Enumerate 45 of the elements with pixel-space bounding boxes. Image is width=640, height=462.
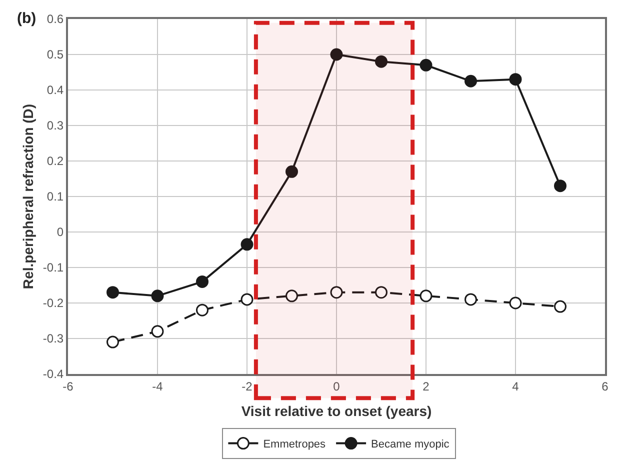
point <box>196 275 208 288</box>
point <box>240 238 254 251</box>
point <box>509 296 522 310</box>
x-tick-label: 2 <box>422 379 430 394</box>
point <box>375 55 388 68</box>
y-axis-title: Rel.peripheral refraction (D) <box>20 104 36 290</box>
point <box>509 73 522 86</box>
point <box>151 290 164 302</box>
y-tick-label: 0.3 <box>46 118 64 133</box>
y-tick-label: 0 <box>56 225 64 240</box>
point <box>554 300 566 313</box>
point <box>375 286 388 299</box>
point <box>240 293 254 306</box>
point <box>286 165 298 178</box>
x-tick-label: 0 <box>333 379 340 394</box>
y-tick-label: -0.4 <box>42 367 64 382</box>
point <box>106 286 119 299</box>
point <box>420 58 432 72</box>
legend-label: Became myopic <box>371 438 450 451</box>
x-tick-label: 6 <box>602 379 609 394</box>
y-tick-label: 0.4 <box>46 83 64 98</box>
y-tick-label: -0.2 <box>42 296 64 310</box>
y-tick-label: 0.2 <box>46 154 64 168</box>
point <box>464 293 477 306</box>
y-tick-label: -0.3 <box>42 332 64 346</box>
point <box>330 286 343 299</box>
x-axis-title: Visit relative to onset (years) <box>241 403 432 420</box>
point <box>554 180 566 192</box>
x-tick-label: -4 <box>152 379 164 394</box>
y-tick-label: 0.5 <box>46 48 64 62</box>
y-tick-label: -0.1 <box>42 260 64 275</box>
point <box>330 48 343 61</box>
y-tick-label: 0.1 <box>46 190 64 204</box>
x-tick-label: 4 <box>512 379 520 394</box>
point <box>106 336 119 348</box>
point <box>286 290 298 302</box>
text: (b) <box>17 10 36 27</box>
point <box>420 290 432 302</box>
point <box>196 304 208 316</box>
point <box>464 74 477 88</box>
point <box>151 325 164 338</box>
x-tick-label: -2 <box>242 379 253 394</box>
x-tick-label: -6 <box>62 379 74 394</box>
y-tick-label: 0.6 <box>46 12 64 26</box>
legend-label: Emmetropes <box>263 438 326 451</box>
